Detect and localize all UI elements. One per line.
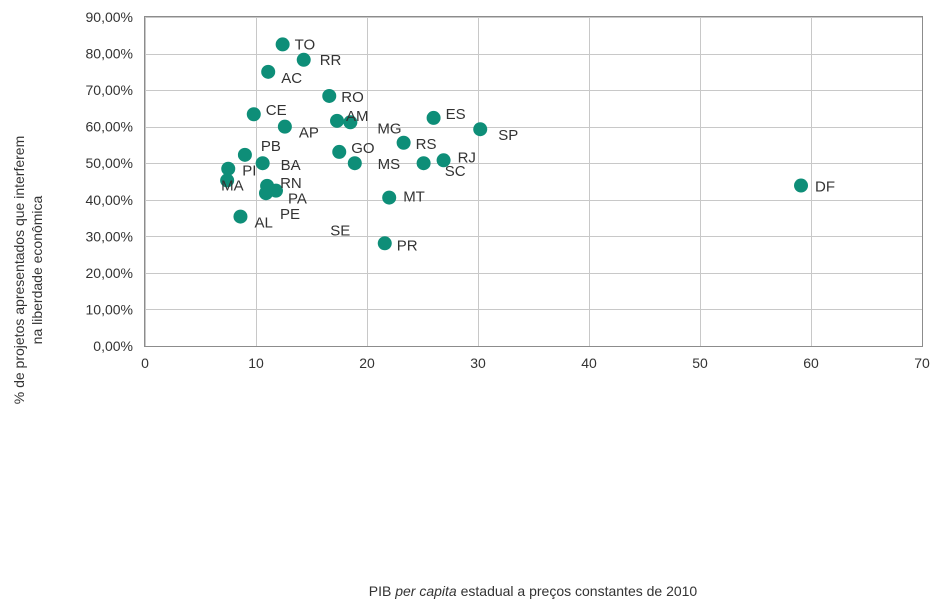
data-point-ac xyxy=(261,64,276,79)
data-point-mg xyxy=(343,115,358,130)
point-label-pr: PR xyxy=(397,237,418,254)
point-label-ap: AP xyxy=(299,125,319,142)
data-point-rj xyxy=(436,153,451,168)
point-label-es: ES xyxy=(446,106,466,123)
data-point-ma xyxy=(220,173,235,188)
point-label-ac: AC xyxy=(281,70,302,87)
point-label-to: TO xyxy=(295,36,316,53)
y-tick-label: 30,00% xyxy=(86,228,133,244)
x-tick-label: 0 xyxy=(141,355,149,371)
point-label-am: AM xyxy=(346,108,369,125)
data-point-ce xyxy=(246,107,261,122)
x-axis-label: PIB per capita estadual a preços constan… xyxy=(369,583,698,599)
point-label-se: SE xyxy=(330,223,350,240)
point-label-rj: RJ xyxy=(458,149,476,166)
x-axis-label-part-1: PIB xyxy=(369,583,395,599)
point-label-ba: BA xyxy=(281,157,301,174)
data-point-ro xyxy=(322,88,337,103)
data-point-mt xyxy=(382,190,397,205)
y-tick-label: 40,00% xyxy=(86,192,133,208)
data-point-ba xyxy=(255,156,270,171)
data-point-rs xyxy=(396,135,411,150)
data-point-es xyxy=(426,110,441,125)
point-label-go: GO xyxy=(351,140,374,157)
data-point-pe xyxy=(258,186,273,201)
data-point-sc xyxy=(347,156,362,171)
y-tick-label: 90,00% xyxy=(86,9,133,25)
data-points xyxy=(220,37,809,251)
x-tick-label: 50 xyxy=(692,355,708,371)
data-point-go xyxy=(332,144,347,159)
data-point-ap xyxy=(277,119,292,134)
point-label-rs: RS xyxy=(416,136,437,153)
x-tick-label: 70 xyxy=(914,355,930,371)
point-label-ms: MS xyxy=(378,156,401,173)
data-point-ms xyxy=(416,156,431,171)
x-tick-label: 60 xyxy=(803,355,819,371)
point-label-ce: CE xyxy=(266,102,287,119)
y-tick-label: 10,00% xyxy=(86,301,133,317)
data-point-df xyxy=(794,178,809,193)
point-label-pb: PB xyxy=(261,138,281,155)
x-tick-label: 10 xyxy=(248,355,264,371)
y-axis-label: % de projetos apresentados que interfere… xyxy=(11,136,45,405)
data-point-pi xyxy=(221,161,236,176)
x-axis-label-part-3: estadual a preços constantes de 2010 xyxy=(457,583,698,599)
x-tick-label: 20 xyxy=(359,355,375,371)
point-label-sc: SC xyxy=(445,163,466,180)
data-point-to xyxy=(275,37,290,52)
data-point-sp xyxy=(473,122,488,137)
data-point-pb xyxy=(237,147,252,162)
y-tick-label: 20,00% xyxy=(86,265,133,281)
y-axis-label-line-2: na liberdade econômica xyxy=(29,195,45,344)
data-point-am xyxy=(330,113,345,128)
point-label-ma: MA xyxy=(221,177,244,194)
point-label-mt: MT xyxy=(403,189,425,206)
point-label-rr: RR xyxy=(320,52,342,69)
y-tick-label: 0,00% xyxy=(93,338,133,354)
point-label-sp: SP xyxy=(498,127,518,144)
data-point-al xyxy=(233,209,248,224)
point-label-mg: MG xyxy=(377,120,401,137)
data-point-rr xyxy=(296,52,311,67)
point-label-al: AL xyxy=(254,215,272,232)
y-tick-label: 70,00% xyxy=(86,82,133,98)
y-tick-label: 80,00% xyxy=(86,46,133,62)
point-label-pa: PA xyxy=(288,191,307,208)
data-point-pr xyxy=(377,236,392,251)
x-axis-label-part-2: per capita xyxy=(394,583,457,599)
point-label-rn: RN xyxy=(280,175,302,192)
plot-frame xyxy=(144,16,923,347)
tick-labels: 0,00% 10,00% 20,00% 30,00% 40,00% 50,00% 60,00… xyxy=(86,9,930,371)
x-tick-label: 40 xyxy=(581,355,597,371)
point-label-pe: PE xyxy=(280,206,300,223)
y-tick-label: 50,00% xyxy=(86,155,133,171)
point-label-pi: PI xyxy=(242,163,256,180)
y-axis-label-line-1: % de projetos apresentados que interfere… xyxy=(11,136,27,405)
y-tick-label: 60,00% xyxy=(86,119,133,135)
point-label-ro: RO xyxy=(341,89,364,106)
point-label-df: DF xyxy=(815,179,835,196)
x-tick-label: 30 xyxy=(470,355,486,371)
